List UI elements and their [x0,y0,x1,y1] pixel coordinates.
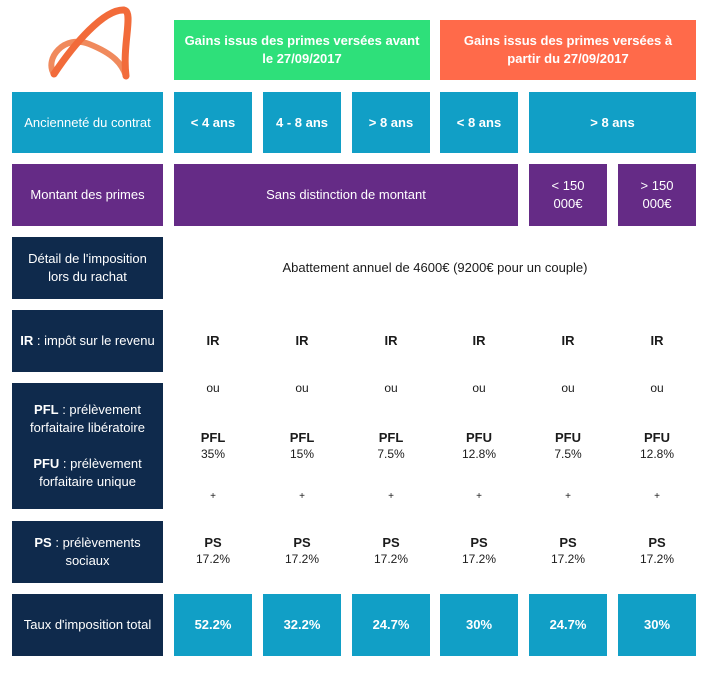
ps-col-6-key: PS [648,535,666,550]
ps-col-3-value: 17.2% [373,552,409,566]
ps-col-4-value: 17.2% [461,552,497,566]
plus-col-1: + [210,491,216,502]
detail-value: Abattement annuel de 4600€ (9200€ pour u… [282,260,588,275]
anciennete-col-1: < 4 ans [174,92,252,153]
detail-label: Détail de l'imposition lors du rachat [12,237,163,299]
anciennete-col-4: < 8 ans [440,92,518,153]
montant-lt-150k: < 150 000€ [529,164,607,226]
header-before: Gains issus des primes versées avant le … [174,20,430,80]
ir-col-5: IR [561,333,575,348]
ps-col-2: PS 17.2% [263,534,341,568]
ir-col-2: IR [295,333,309,348]
ps-col-1: PS 17.2% [174,534,252,568]
pfu-desc: : prélèvement forfaitaire unique [39,456,142,489]
header-after: Gains issus des primes versées à partir … [440,20,696,80]
ou-col-6: ou [650,381,664,395]
anciennete-col-5: > 8 ans [529,92,696,153]
ps-col-5-value: 17.2% [550,552,586,566]
ps-col-4: PS 17.2% [440,534,518,568]
ir-label: IR : impôt sur le revenu [12,310,163,372]
plus-col-5: + [565,491,571,502]
pfl-col-2: PFL 15% [263,429,341,463]
anciennete-label: Ancienneté du contrat [12,92,163,153]
pfl-col-1-value: 35% [200,447,226,461]
ps-col-3-key: PS [382,535,400,550]
ps-col-2-key: PS [293,535,311,550]
ps-col-5-key: PS [559,535,577,550]
plus-col-4: + [476,491,482,502]
pfl-pfu-label: PFL : prélèvement forfaitaire libératoir… [12,383,163,509]
brand-logo [44,4,136,82]
pfu-col-6-key: PFU [644,430,670,445]
ps-col-1-value: 17.2% [195,552,231,566]
pfl-col-3-key: PFL [378,430,404,445]
ps-desc: : prélèvements sociaux [51,535,141,568]
pfl-col-2-value: 15% [289,447,315,461]
pfl-col-1: PFL 35% [174,429,252,463]
taux-col-4: 30% [440,594,518,656]
ir-desc: : impôt sur le revenu [33,333,155,348]
taux-col-6: 30% [618,594,696,656]
pfu-col-5-key: PFU [555,430,581,445]
montant-gt-150k: > 150 000€ [618,164,696,226]
ps-col-5: PS 17.2% [529,534,607,568]
ou-col-5: ou [561,381,575,395]
ps-col-4-key: PS [470,535,488,550]
taux-col-3: 24.7% [352,594,430,656]
pfl-col-1-key: PFL [200,430,226,445]
taux-label: Taux d'imposition total [12,594,163,656]
ir-col-3: IR [384,333,398,348]
ps-col-3: PS 17.2% [352,534,430,568]
pfl-desc: : prélèvement forfaitaire libératoire [30,402,145,435]
pfu-col-6-value: 12.8% [639,447,675,461]
pfu-col-5-value: 7.5% [554,447,582,461]
plus-col-2: + [299,491,305,502]
ps-col-1-key: PS [204,535,222,550]
ir-col-6: IR [650,333,664,348]
pfu-abbr: PFU [33,456,60,471]
ps-col-2-value: 17.2% [284,552,320,566]
ou-col-4: ou [472,381,486,395]
ps-abbr: PS [34,535,52,550]
ir-abbr: IR [20,333,34,348]
pfu-col-4-key: PFU [466,430,492,445]
montant-label: Montant des primes [12,164,163,226]
taux-col-1: 52.2% [174,594,252,656]
pfl-col-3-value: 7.5% [377,447,405,461]
ou-col-1: ou [206,381,220,395]
ps-label: PS : prélèvements sociaux [12,521,163,583]
ou-col-2: ou [295,381,309,395]
ps-col-6: PS 17.2% [618,534,696,568]
pfl-abbr: PFL [34,402,59,417]
plus-col-6: + [654,491,660,502]
pfu-col-5: PFU 7.5% [529,429,607,463]
ir-col-1: IR [206,333,220,348]
taux-col-5: 24.7% [529,594,607,656]
pfl-col-2-key: PFL [289,430,315,445]
pfu-col-4-value: 12.8% [461,447,497,461]
ou-col-3: ou [384,381,398,395]
montant-merged: Sans distinction de montant [174,164,518,226]
ir-col-4: IR [472,333,486,348]
plus-col-3: + [388,491,394,502]
ps-col-6-value: 17.2% [639,552,675,566]
anciennete-col-2: 4 - 8 ans [263,92,341,153]
anciennete-col-3: > 8 ans [352,92,430,153]
pfu-col-6: PFU 12.8% [618,429,696,463]
pfu-col-4: PFU 12.8% [440,429,518,463]
pfl-col-3: PFL 7.5% [352,429,430,463]
taux-col-2: 32.2% [263,594,341,656]
